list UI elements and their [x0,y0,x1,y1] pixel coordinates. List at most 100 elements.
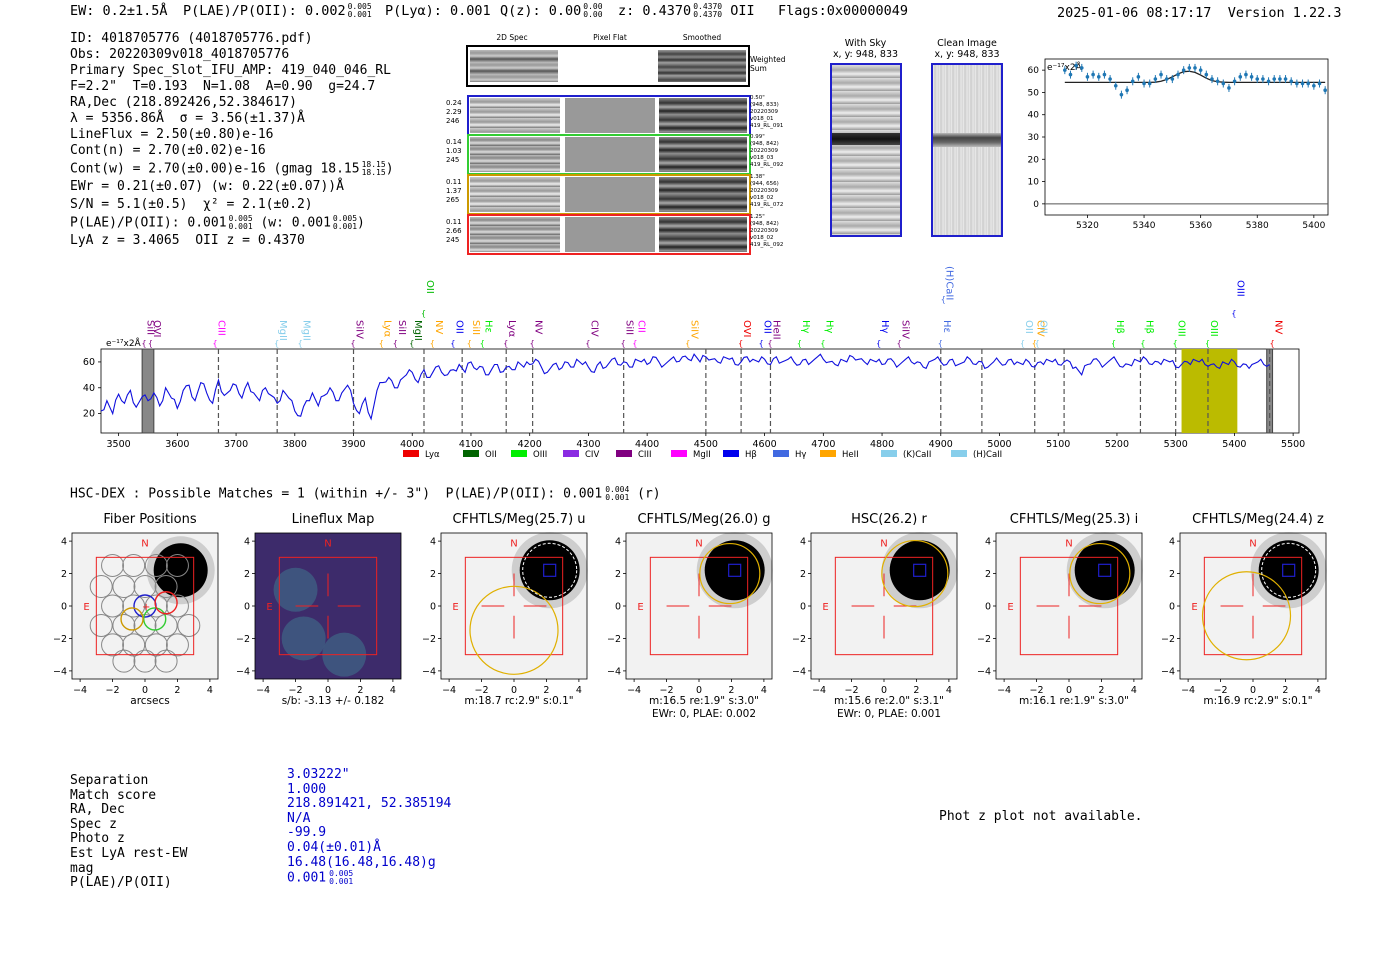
aperture-ellipse [881,539,949,608]
stamp-xtick-label: 0 [881,685,887,696]
photz-note: Phot z plot not available. [939,809,1143,824]
line-label-brace: { [1205,339,1210,348]
zoom-ytick-label: 60 [1028,66,1040,76]
spec-xtick-label: 4400 [635,439,659,450]
line-label-brace: { [941,295,946,304]
east-label: E [452,602,458,613]
stamp-ytick-label: −2 [977,634,991,645]
legend-label: Hγ [795,450,806,460]
stamp-xtick-label: −2 [660,685,674,696]
legend-swatch [511,450,527,457]
bright-source [1074,540,1135,601]
cutout-stat: 2.66 [446,227,462,235]
zoom-data-point [1204,72,1209,77]
line-label-brace: { [467,339,472,348]
zoom-data-point [1289,79,1294,84]
stamp-caption: m:16.9 rc:2.9" s:0.1" [1203,695,1313,707]
header-ew: EW: 0.2±1.5Å [70,3,168,19]
zoom-data-point [1079,66,1084,70]
fiber-highlight [120,607,144,631]
zoom-data-point [1210,77,1214,81]
zoom-ytick-label: 20 [1028,155,1040,165]
match-value-text: -99.9 [287,825,327,841]
stamp-caption-2: EWr: 0, PLAE: 0.002 [651,708,757,720]
cutout-row-right-info: 1.25" (948, 842) 20220309 v018_02 419_RL_092 [750,214,792,249]
stamp-xtick-label: 0 [1250,685,1256,696]
legend-swatch [403,450,419,457]
cutout-2dspec [470,137,560,172]
line-label: SiII [470,320,481,335]
spec-xtick-label: 4600 [753,439,777,450]
cutout-row-box [467,95,751,136]
legend-label: OII [485,450,497,460]
stamp-image: N E 4 2 0 −2 −4 −4 −2 0 2 4 [422,532,588,696]
zoom-data-point [1306,81,1310,86]
cutout-info: (948, 833) [750,102,779,108]
match-value: 0.04(±0.01)Å [287,840,451,856]
zoom-ytick-label: 30 [1028,133,1040,143]
info-block: ID: 4018705776 (4018705776.pdf) Obs: 202… [70,31,394,249]
match-plae-lo: 0.001 [329,877,354,887]
zoom-data-point [1272,77,1277,81]
header-flags: Flags:0x00000049 [778,3,909,19]
line-label-brace: { [759,339,764,348]
stamp-ytick-label: 2 [61,569,67,580]
cutout-info: 20220309 [750,109,778,115]
info-params: F=2.2" T=0.193 N=1.08 A=0.90 g=24.7 [70,79,376,94]
stamp-ytick-label: 0 [244,602,250,613]
match-value-text: N/A [287,810,311,826]
spec-xtick-label: 5100 [1046,439,1070,450]
stamp-xtick-label: −2 [1214,685,1228,696]
stamp-ytick-label: 2 [1169,569,1175,580]
line-label-brace: { [503,339,508,348]
zoom-data-point [1261,77,1265,81]
weighted-sum-label: Weighted Sum [750,55,786,73]
aperture-box [278,556,378,656]
stamp-xtick-label: 4 [761,685,767,696]
stamp-ytick-label: −4 [607,666,621,677]
line-label: HeII [770,320,781,340]
spec-ytick-label: 60 [83,357,95,368]
zoom-data-point [1176,72,1180,77]
cutout-stat: 245 [446,156,460,164]
stamp-xtick-label: 0 [696,685,702,696]
fiber-highlight [143,607,167,631]
line-label: Lyα [382,320,393,338]
north-label: N [324,539,331,550]
cutout-row-box [467,174,751,215]
stamp-xtick-label: 2 [1282,685,1288,696]
match-value-text: 218.891421, 52.385194 [287,796,452,812]
aperture-ellipse [1069,542,1131,605]
zoom-data-point [1249,75,1254,79]
match-value: 218.891421, 52.385194 [287,796,452,812]
stamp-ytick-label: −4 [53,666,67,677]
legend-swatch [563,450,579,457]
fiber-circle [122,594,146,618]
zoom-data-point [1119,92,1124,97]
line-label: MgII [277,320,288,341]
stamp-title: Lineflux Map [291,512,375,527]
zoom-data-point [1283,77,1288,81]
fiber-circle [144,553,168,577]
line-label-brace: { [393,339,398,348]
fiber-circle [101,633,125,657]
line-label-brace: { [421,309,426,318]
hsc-title: HSC-DEX : Possible Matches = 1 (within +… [70,485,661,502]
cutout-pixelflat [565,217,655,252]
stamp-xtick-label: 2 [357,685,363,696]
stamp-ytick-label: −4 [236,666,250,677]
stamp-panel: Fiber Positions + N E 4 2 0 −2 −4 −4 −2 0 2 4 arcsecs [40,512,226,712]
zoom-data-point [1295,81,1299,86]
spec-xtick-label: 4800 [870,439,894,450]
stamp-ytick-label: 0 [985,602,991,613]
line-label-brace: { [274,339,279,348]
info-ewr: EWr = 0.21(±0.07) (w: 0.22(±0.07))Å [70,178,344,194]
fiber-circle [133,649,157,673]
spec-xtick-label: 4700 [811,439,835,450]
info-lambda: λ = 5356.86Å σ = 3.56(±1.37)Å [70,111,305,126]
zoom-xtick-label: 5380 [1246,221,1269,231]
with-sky-title: With Sky x, y: 948, 833 [832,38,899,60]
cutout-smoothed [659,98,747,133]
spec-xtick-label: 5500 [1281,439,1305,450]
